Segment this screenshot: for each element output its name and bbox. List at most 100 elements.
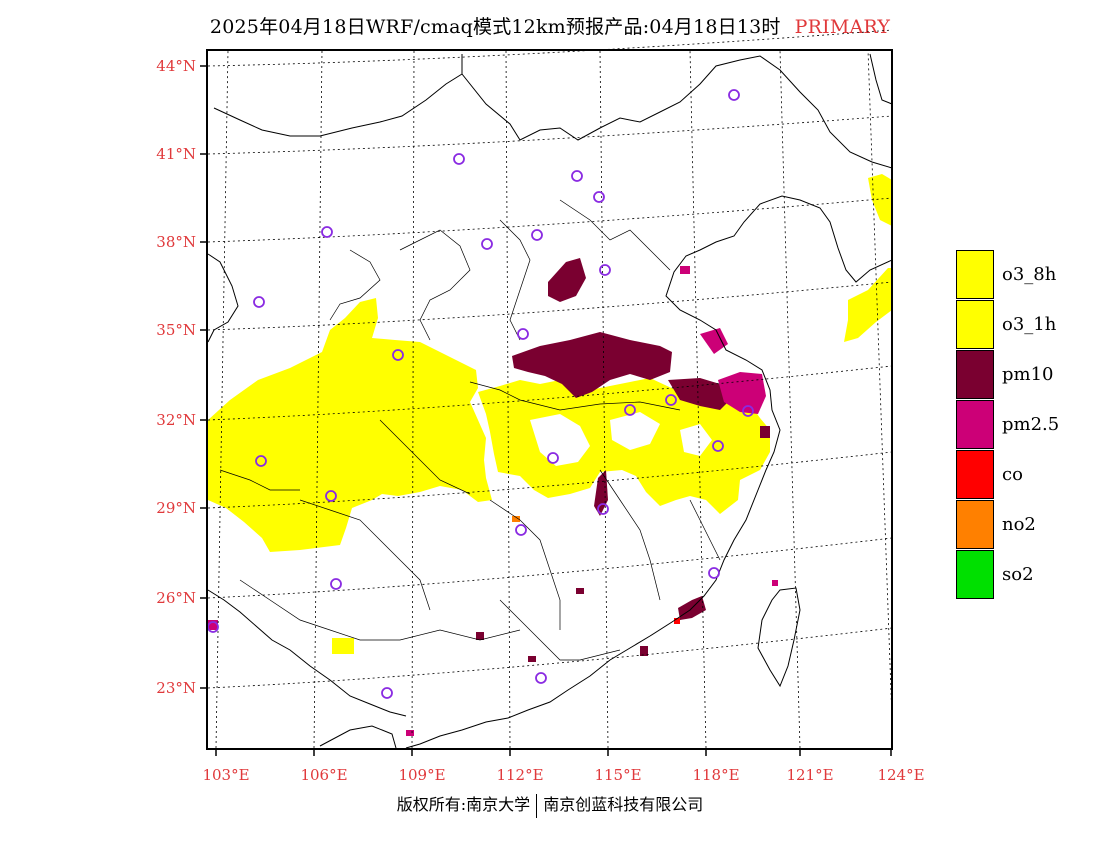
copyright-right: 南京创蓝科技有限公司 xyxy=(543,795,704,814)
station-marker xyxy=(481,238,493,250)
meridian-106e xyxy=(313,49,323,749)
legend-swatch xyxy=(956,500,994,549)
pm25-region-shanghai xyxy=(718,372,766,414)
o3-region-northeast-coast xyxy=(844,268,892,342)
pm10-patch xyxy=(640,646,648,656)
o3-region-southwest xyxy=(208,298,492,552)
province-boundaries xyxy=(219,199,721,661)
legend-label: pm10 xyxy=(1002,364,1054,385)
station-marker xyxy=(253,296,265,308)
footer-separator xyxy=(536,793,538,818)
legend-swatch xyxy=(956,300,994,349)
pm10-region-north-china-plain xyxy=(512,332,672,398)
station-marker xyxy=(321,226,333,238)
province-line xyxy=(559,199,671,271)
co-patch xyxy=(674,618,680,624)
lon-label-118e: 118°E xyxy=(692,766,740,784)
title-primary-tag: PRIMARY xyxy=(794,16,891,38)
province-line xyxy=(689,499,721,561)
station-marker xyxy=(255,455,267,467)
legend-swatch xyxy=(956,350,994,399)
pm25-patch xyxy=(772,580,778,586)
parallel-32n xyxy=(207,365,893,421)
pm10-region-shading xyxy=(476,258,770,662)
province-line xyxy=(299,499,431,611)
lat-label-26n: 26°N xyxy=(156,589,196,607)
o3-hole-2 xyxy=(610,412,660,450)
parallel-26n xyxy=(207,537,893,599)
axis-ticks xyxy=(200,65,892,756)
legend-label: no2 xyxy=(1002,514,1036,535)
boundary-north xyxy=(213,54,463,137)
pm25-region-lianyungang xyxy=(700,328,728,354)
no2-patch xyxy=(512,516,520,522)
pm10-patch xyxy=(760,426,770,438)
taiwan xyxy=(757,587,801,688)
meridian-115e xyxy=(599,49,609,749)
pm10-patch xyxy=(476,632,484,640)
lat-label-44n: 44°N xyxy=(156,57,196,75)
legend-label: o3_1h xyxy=(1002,314,1057,335)
parallel-41n xyxy=(207,115,893,155)
o3-region-shading xyxy=(208,174,892,654)
o3-patch-south xyxy=(332,638,354,654)
copyright-left: 版权所有:南京大学 xyxy=(396,795,531,814)
lat-label-35n: 35°N xyxy=(156,321,196,339)
lon-label-103e: 103°E xyxy=(202,766,250,784)
pm10-region-jiangsu xyxy=(668,378,732,410)
station-marker xyxy=(728,89,740,101)
province-line xyxy=(599,469,661,601)
province-line xyxy=(329,249,381,321)
province-line xyxy=(379,419,471,495)
lat-label-38n: 38°N xyxy=(156,233,196,251)
station-marker xyxy=(535,672,547,684)
station-marker xyxy=(571,170,583,182)
graticule xyxy=(207,29,893,749)
hainan xyxy=(319,725,397,749)
pm10-region-shandong xyxy=(548,258,586,302)
meridian-118e xyxy=(689,49,707,749)
province-line xyxy=(469,381,681,411)
pm25-patch xyxy=(680,266,690,274)
parallel-44n xyxy=(207,29,893,67)
pm25-region-shading xyxy=(208,266,778,736)
station-marker xyxy=(712,440,724,452)
legend-label: pm2.5 xyxy=(1002,414,1060,435)
pm10-patch xyxy=(528,656,536,662)
boundary-southwest xyxy=(207,589,407,717)
station-marker xyxy=(325,490,337,502)
station-marker xyxy=(453,153,465,165)
station-marker xyxy=(597,503,609,515)
lat-label-41n: 41°N xyxy=(156,145,196,163)
meridian-124e xyxy=(867,49,893,721)
parallel-29n xyxy=(207,451,893,509)
lon-label-121e: 121°E xyxy=(786,766,834,784)
province-line xyxy=(239,579,521,641)
lat-label-23n: 23°N xyxy=(156,679,196,697)
pm25-patch xyxy=(406,730,414,736)
meridian-121e xyxy=(779,49,801,749)
lon-label-106e: 106°E xyxy=(300,766,348,784)
copyright-footer: 版权所有:南京大学 南京创蓝科技有限公司 xyxy=(0,791,1100,818)
province-line xyxy=(219,469,300,491)
station-marker xyxy=(392,349,404,361)
station-marker xyxy=(547,452,559,464)
no2-co-patches xyxy=(512,516,680,624)
boundary-coast-north xyxy=(405,195,893,749)
station-marker xyxy=(381,687,393,699)
station-marker xyxy=(330,578,342,590)
station-marker xyxy=(665,394,677,406)
o3-hole-1 xyxy=(530,414,590,466)
parallel-38n xyxy=(207,197,893,243)
pm25-patch xyxy=(208,620,218,630)
province-line xyxy=(489,499,561,630)
map-title: 2025年04月18日WRF/cmaq模式12km预报产品:04月18日13时 P… xyxy=(0,12,1100,39)
lon-label-112e: 112°E xyxy=(496,766,544,784)
province-line xyxy=(399,229,471,341)
boundary-inner-mongolia xyxy=(461,55,893,169)
legend-label: o3_8h xyxy=(1002,264,1057,285)
station-marker xyxy=(742,405,754,417)
o3-hole-3 xyxy=(680,424,712,456)
lat-label-29n: 29°N xyxy=(156,499,196,517)
